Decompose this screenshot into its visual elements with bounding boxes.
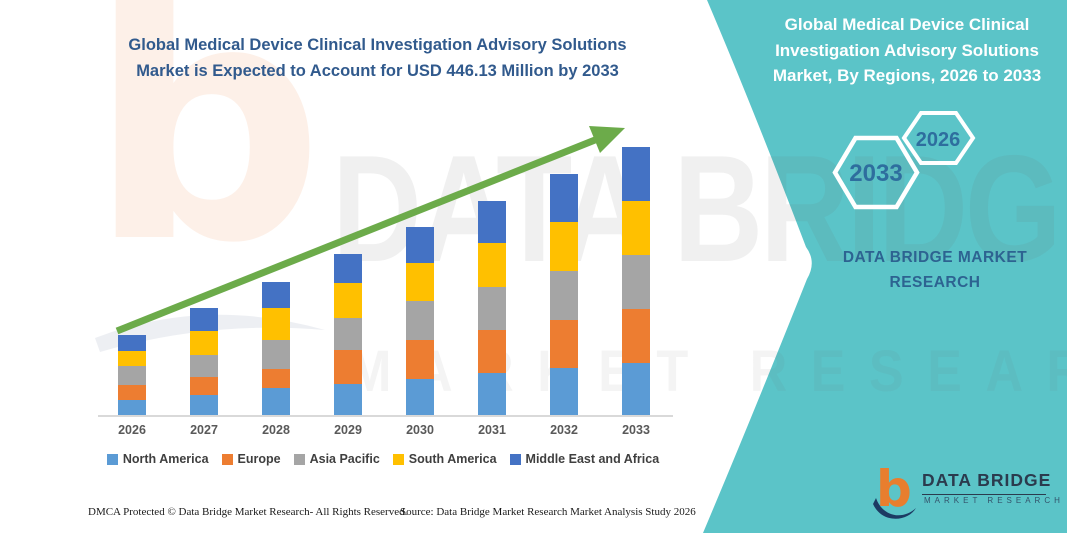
stacked-bar-2028	[262, 282, 290, 415]
x-axis-label: 2033	[622, 423, 650, 437]
bar-segment	[406, 379, 434, 415]
legend-item: Europe	[221, 452, 281, 466]
legend-label: Asia Pacific	[309, 452, 380, 466]
stacked-bar-2027	[190, 308, 218, 415]
year-hexagons: 2033 2026	[832, 111, 976, 210]
bar-segment	[118, 385, 146, 400]
bar-segment	[190, 355, 218, 377]
bar-segment	[262, 388, 290, 415]
bar-segment	[262, 340, 290, 369]
legend-item: Middle East and Africa	[509, 452, 660, 466]
bar-segment	[334, 318, 362, 350]
hexagon-2026	[901, 111, 976, 165]
bar-segment	[478, 243, 506, 287]
legend-swatch	[392, 453, 404, 465]
legend-item: South America	[392, 452, 497, 466]
legend-swatch	[106, 453, 118, 465]
bar-segment	[334, 384, 362, 415]
x-axis-label: 2031	[478, 423, 506, 437]
bar-segment	[118, 400, 146, 415]
bar-segment	[622, 363, 650, 415]
bar-segment	[550, 368, 578, 415]
bar-segment	[262, 369, 290, 388]
bar-segment	[406, 227, 434, 263]
bar-segment	[190, 331, 218, 355]
logo-wordmark: DATA BRIDGE	[922, 470, 1050, 495]
x-axis-labels: 2026 2027 2028 2029 2030 2031 2032 2033	[98, 423, 673, 441]
chart-title: Global Medical Device Clinical Investiga…	[128, 36, 627, 80]
bar-segment	[550, 174, 578, 222]
bar-segment	[550, 222, 578, 271]
hexagon-2026-label: 2026	[916, 129, 961, 151]
brand-name-line1: DATA BRIDGE MARKET	[842, 249, 1028, 266]
x-axis-label: 2026	[118, 423, 146, 437]
legend-swatch	[293, 453, 305, 465]
bar-segment	[478, 201, 506, 243]
stacked-bar-2030	[406, 227, 434, 415]
stacked-bar-2033	[622, 147, 650, 415]
bar-segment	[406, 263, 434, 301]
brand-name-text: DATA BRIDGE MARKET RESEARCH	[820, 246, 1050, 296]
legend-label: South America	[408, 452, 497, 466]
legend-swatch	[221, 453, 233, 465]
bar-segment	[190, 308, 218, 331]
bar-segment	[334, 350, 362, 384]
brand-name-line2: RESEARCH	[889, 273, 981, 291]
bar-segment	[622, 147, 650, 201]
bar-segment	[262, 282, 290, 308]
bar-segment	[622, 201, 650, 255]
x-axis-label: 2028	[262, 423, 290, 437]
bar-segment	[334, 283, 362, 318]
bar-segment	[190, 395, 218, 415]
bar-segment	[262, 308, 290, 340]
panel-title: Global Medical Device Clinical Investiga…	[772, 15, 1042, 85]
bar-segment	[118, 351, 146, 366]
bar-segment	[406, 301, 434, 340]
bar-segment	[478, 287, 506, 330]
hexagon-2033-label: 2033	[849, 160, 902, 187]
stacked-bar-2029	[334, 254, 362, 415]
legend-label: Europe	[237, 452, 281, 466]
legend-label: Middle East and Africa	[525, 452, 660, 466]
chart-legend: North America Europe Asia Pacific South Ame…	[88, 452, 678, 466]
x-axis-label: 2029	[334, 423, 362, 437]
stacked-bar-2031	[478, 201, 506, 415]
x-axis-label: 2032	[550, 423, 578, 437]
bar-segment	[622, 255, 650, 309]
legend-item: North America	[106, 452, 209, 466]
dmca-notice: DMCA Protected © Data Bridge Market Rese…	[88, 506, 408, 518]
bar-segment	[478, 373, 506, 415]
bar-segment	[118, 335, 146, 351]
bar-segment	[334, 254, 362, 283]
x-axis-label: 2030	[406, 423, 434, 437]
source-notice: Source: Data Bridge Market Research Mark…	[400, 506, 696, 518]
legend-label: North America	[122, 452, 209, 466]
bar-segment	[550, 320, 578, 368]
bar-segment	[406, 340, 434, 379]
bar-segment	[190, 377, 218, 395]
logo-tagline: MARKET RESEARCH	[924, 496, 1064, 505]
bar-segment	[478, 330, 506, 373]
legend-item: Asia Pacific	[293, 452, 380, 466]
bar-segment	[622, 309, 650, 363]
x-axis-label: 2027	[190, 423, 218, 437]
hexagon-2033	[832, 135, 920, 210]
bar-chart-plot-area	[98, 120, 673, 417]
logo-mark-icon: b	[873, 462, 916, 519]
legend-swatch	[509, 453, 521, 465]
stacked-bar-2032	[550, 174, 578, 415]
bar-segment	[550, 271, 578, 320]
logo-swoosh	[873, 498, 916, 519]
stacked-bar-2026	[118, 335, 146, 415]
bar-segment	[118, 366, 146, 385]
company-logo: b DATA BRIDGE MARKET RESEARCH	[872, 462, 1060, 524]
